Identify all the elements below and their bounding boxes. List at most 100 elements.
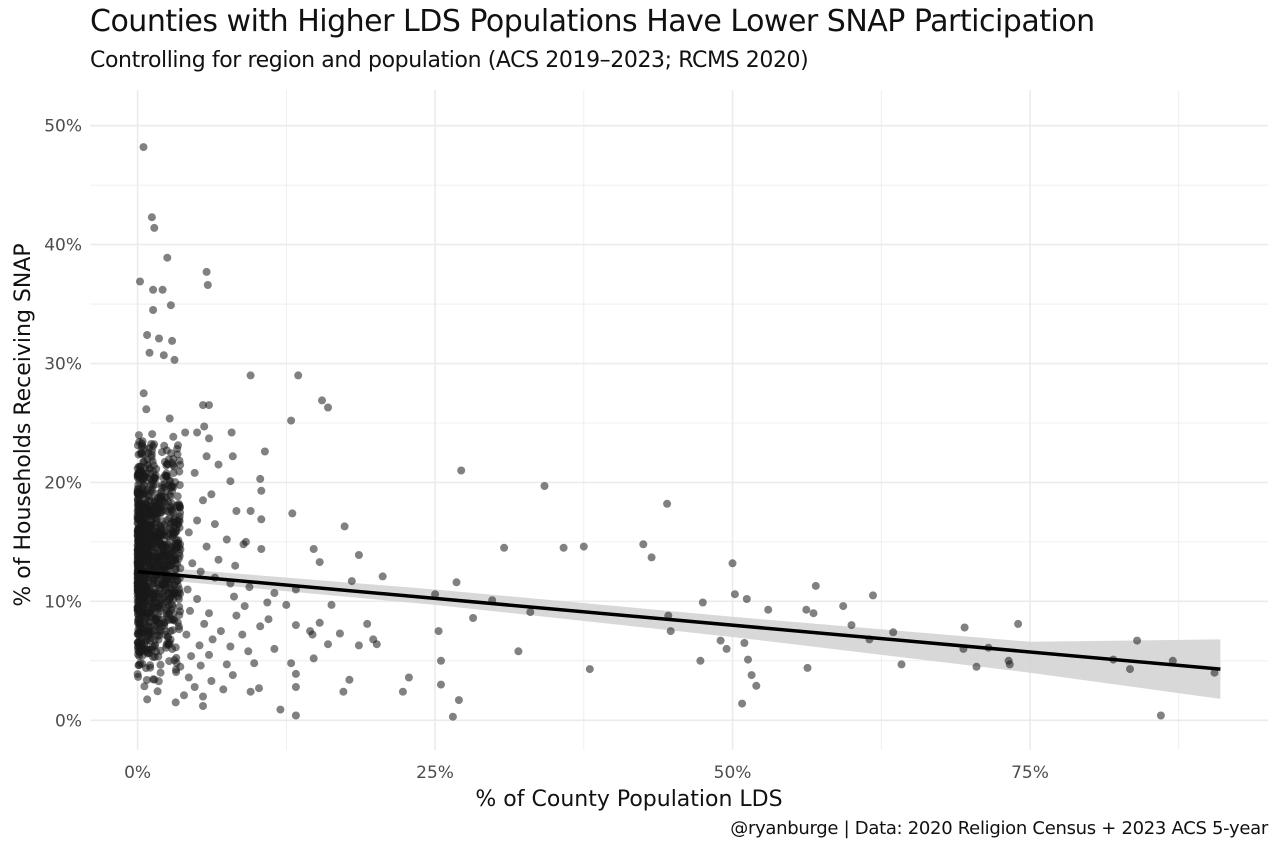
data-point bbox=[176, 460, 185, 469]
data-point bbox=[585, 665, 594, 674]
data-point bbox=[869, 591, 877, 600]
data-point bbox=[172, 659, 181, 668]
data-point bbox=[174, 622, 183, 631]
y-axis-ticks: 0% 10% 20% 30% 40% 50% bbox=[44, 117, 82, 732]
data-point bbox=[318, 396, 326, 405]
data-point bbox=[181, 428, 190, 437]
data-point bbox=[207, 490, 216, 499]
data-point bbox=[738, 699, 747, 708]
y-tick-label: 20% bbox=[44, 473, 82, 493]
data-point bbox=[148, 543, 157, 552]
data-point bbox=[171, 698, 180, 707]
data-point bbox=[282, 600, 291, 609]
data-point bbox=[199, 496, 207, 505]
data-point bbox=[136, 659, 145, 668]
data-point bbox=[839, 602, 848, 611]
y-tick-label: 50% bbox=[44, 117, 82, 137]
data-point bbox=[159, 541, 168, 550]
data-point bbox=[847, 621, 856, 630]
data-point bbox=[809, 609, 818, 618]
y-tick-label: 10% bbox=[44, 592, 82, 612]
data-point bbox=[138, 530, 147, 539]
data-point bbox=[162, 471, 171, 480]
data-point bbox=[1005, 660, 1014, 669]
data-point bbox=[137, 443, 146, 452]
data-point bbox=[135, 543, 144, 552]
data-point bbox=[728, 559, 737, 568]
data-point bbox=[147, 492, 156, 501]
data-point bbox=[639, 540, 648, 549]
data-point bbox=[146, 524, 154, 533]
data-point bbox=[145, 348, 154, 357]
data-point bbox=[168, 602, 177, 611]
data-point bbox=[226, 477, 235, 486]
data-point bbox=[287, 659, 296, 668]
data-point bbox=[134, 512, 143, 521]
trend-line-layer bbox=[137, 569, 1221, 671]
data-point bbox=[1133, 636, 1142, 645]
x-axis-ticks: 0% 25% 50% 75% bbox=[124, 763, 1049, 783]
data-point bbox=[246, 687, 255, 696]
data-point bbox=[133, 489, 142, 498]
data-point bbox=[158, 506, 167, 514]
chart-caption: @ryanburge | Data: 2020 Religion Census … bbox=[730, 818, 1268, 839]
data-point bbox=[156, 607, 165, 616]
data-point bbox=[153, 687, 162, 696]
data-point bbox=[730, 590, 739, 599]
data-point bbox=[140, 600, 149, 609]
data-point bbox=[190, 683, 199, 691]
trend-line bbox=[137, 569, 1221, 671]
data-point bbox=[156, 660, 165, 669]
data-point bbox=[255, 684, 263, 693]
x-tick-label: 0% bbox=[124, 763, 151, 783]
data-point bbox=[747, 671, 756, 680]
data-point bbox=[151, 554, 159, 562]
data-point bbox=[155, 631, 164, 640]
data-point bbox=[199, 401, 207, 410]
chart-title: Counties with Higher LDS Populations Hav… bbox=[90, 4, 1095, 39]
data-point bbox=[139, 389, 148, 398]
data-point bbox=[155, 334, 163, 343]
data-point bbox=[803, 663, 812, 672]
data-point bbox=[147, 599, 156, 608]
data-point bbox=[238, 630, 247, 639]
data-point bbox=[199, 692, 207, 701]
data-point bbox=[1156, 711, 1165, 720]
data-point bbox=[200, 422, 209, 431]
data-point bbox=[145, 636, 154, 645]
data-point bbox=[752, 681, 761, 690]
data-point bbox=[722, 644, 731, 653]
data-point bbox=[239, 540, 248, 549]
data-point bbox=[183, 585, 192, 594]
data-point bbox=[454, 696, 463, 705]
data-point bbox=[214, 460, 223, 469]
data-point bbox=[140, 593, 149, 601]
data-point bbox=[143, 331, 152, 339]
data-points bbox=[133, 143, 1219, 721]
data-point bbox=[161, 499, 169, 508]
data-point bbox=[345, 675, 354, 684]
data-point bbox=[167, 449, 176, 458]
data-point bbox=[404, 673, 413, 682]
data-point bbox=[138, 504, 147, 513]
data-point bbox=[139, 143, 148, 152]
data-point bbox=[196, 567, 205, 576]
data-point bbox=[134, 431, 143, 440]
data-point bbox=[216, 627, 225, 636]
data-point bbox=[199, 702, 207, 710]
data-point bbox=[162, 640, 171, 649]
data-point bbox=[169, 432, 178, 441]
data-point bbox=[363, 619, 372, 628]
data-point bbox=[143, 695, 152, 704]
data-point bbox=[170, 355, 179, 364]
data-point bbox=[170, 515, 179, 524]
data-point bbox=[184, 528, 193, 537]
data-point bbox=[434, 627, 443, 636]
data-point bbox=[469, 614, 478, 622]
data-point bbox=[666, 627, 675, 636]
data-point bbox=[165, 414, 174, 423]
data-point bbox=[147, 213, 156, 222]
data-point bbox=[159, 561, 168, 570]
data-point bbox=[716, 636, 725, 645]
data-point bbox=[257, 515, 266, 524]
